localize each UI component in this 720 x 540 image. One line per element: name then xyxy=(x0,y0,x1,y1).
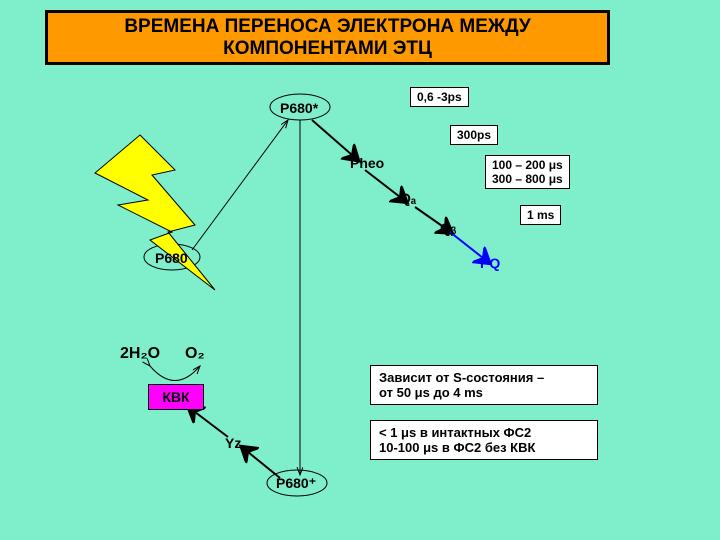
label-p680plus: P680⁺ xyxy=(276,475,316,492)
arrow-yz-to-kvk xyxy=(195,412,228,437)
svg-layer xyxy=(0,0,720,540)
label-h2o: 2H₂O xyxy=(120,345,160,363)
notebox-n1: Зависит от S-состояния – от 50 μs до 4 m… xyxy=(370,365,598,405)
timebox-t2: 300ps xyxy=(450,125,498,145)
timebox-t4: 1 ms xyxy=(520,205,561,225)
diagram-title: ВРЕМЕНА ПЕРЕНОСА ЭЛЕКТРОНА МЕЖДУ КОМПОНЕ… xyxy=(45,10,610,65)
timebox-t3: 100 – 200 μs 300 – 800 μs xyxy=(485,155,570,189)
arrow-h2o-to-o2 xyxy=(150,366,200,381)
label-p680: P680 xyxy=(155,250,188,266)
label-pheo: Pheo xyxy=(350,155,384,171)
kvk-label: КВК xyxy=(162,389,189,405)
label-qa: Qₐ xyxy=(400,190,416,206)
diagram-stage: ВРЕМЕНА ПЕРЕНОСА ЭЛЕКТРОНА МЕЖДУ КОМПОНЕ… xyxy=(0,0,720,540)
title-text: ВРЕМЕНА ПЕРЕНОСА ЭЛЕКТРОНА МЕЖДУ КОМПОНЕ… xyxy=(48,16,607,60)
label-p680star: P680* xyxy=(280,100,318,116)
label-o2: O₂ xyxy=(185,345,205,363)
arrow-pheo-to-qa xyxy=(365,170,400,197)
notebox-n2: < 1 μs в интактных ФС2 10-100 μs в ФС2 б… xyxy=(370,420,598,460)
timebox-t1: 0,6 -3ps xyxy=(410,87,469,107)
kvk-box: КВК xyxy=(148,384,204,410)
arrow-p680star-to-pheo xyxy=(312,120,352,155)
arrow-p680-to-p680star xyxy=(192,120,288,250)
label-yz: Yz xyxy=(225,435,241,451)
label-qb: Qᵦ xyxy=(440,220,456,236)
label-pq: PQ xyxy=(480,255,500,271)
